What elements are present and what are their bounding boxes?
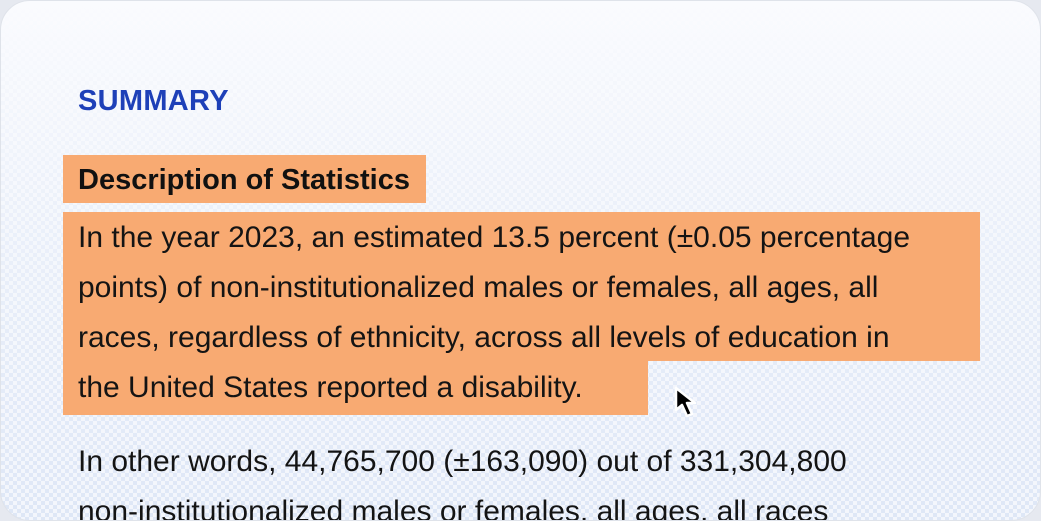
- mouse-pointer-icon: [674, 386, 697, 418]
- text-highlight: [63, 212, 980, 361]
- text-highlight-last-line: [63, 360, 648, 415]
- description-line: In the year 2023, an estimated 13.5 perc…: [78, 221, 911, 254]
- section-label: SUMMARY: [78, 85, 229, 117]
- description-line: races, regardless of ethnicity, across a…: [78, 321, 890, 354]
- description-heading: Description of Statistics: [63, 155, 426, 203]
- description-line: points) of non-institutionalized males o…: [78, 271, 879, 304]
- summary-paragraph-line: non-institutionalized males or females, …: [78, 495, 829, 521]
- description-line: the United States reported a disability.: [78, 371, 583, 404]
- summary-paragraph-line: In other words, 44,765,700 (±163,090) ou…: [78, 445, 847, 478]
